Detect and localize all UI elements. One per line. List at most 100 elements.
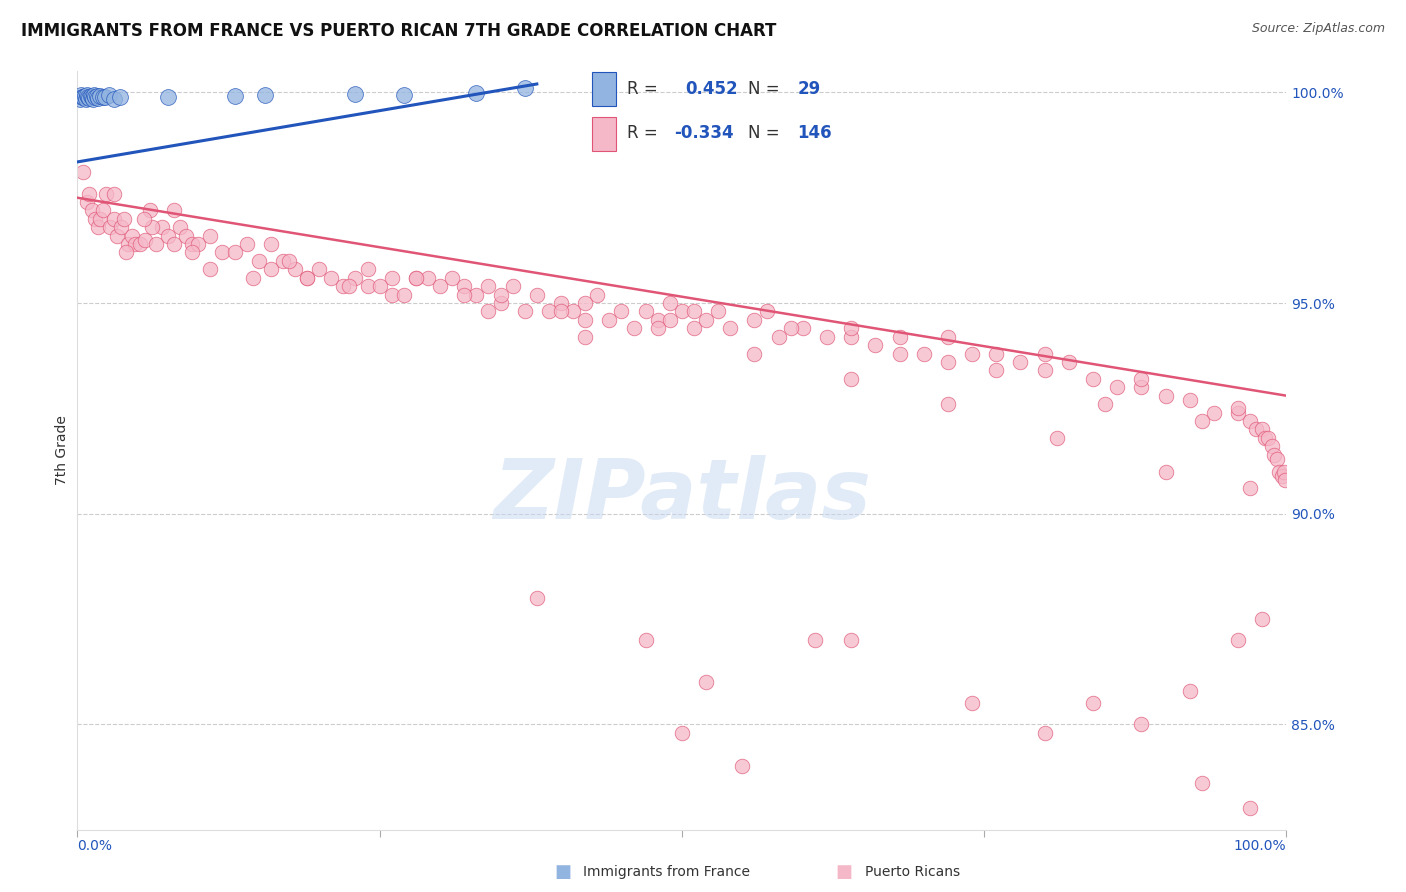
Point bbox=[200, 262, 222, 277]
Point bbox=[1251, 612, 1274, 626]
Point bbox=[1178, 392, 1201, 407]
Point bbox=[416, 270, 439, 285]
Text: N =: N = bbox=[748, 124, 785, 142]
Point bbox=[97, 88, 120, 103]
Point bbox=[839, 372, 862, 386]
Point bbox=[598, 313, 620, 327]
Point bbox=[1178, 683, 1201, 698]
Y-axis label: 7th Grade: 7th Grade bbox=[55, 416, 69, 485]
Point bbox=[804, 633, 827, 648]
Point bbox=[381, 287, 404, 301]
Point bbox=[110, 220, 132, 235]
Point bbox=[815, 330, 838, 344]
Point bbox=[83, 88, 105, 103]
Point bbox=[839, 321, 862, 335]
Text: 0.452: 0.452 bbox=[685, 80, 738, 98]
Point bbox=[695, 675, 717, 690]
Point bbox=[465, 287, 488, 301]
Point bbox=[647, 313, 669, 327]
Point bbox=[211, 245, 233, 260]
Point bbox=[141, 220, 163, 235]
Point bbox=[70, 89, 93, 103]
Point bbox=[89, 88, 111, 103]
Point bbox=[634, 633, 657, 648]
Text: N =: N = bbox=[748, 80, 785, 98]
Point bbox=[634, 304, 657, 318]
Point bbox=[1263, 448, 1285, 462]
Point bbox=[76, 194, 98, 209]
Point bbox=[1272, 465, 1295, 479]
Point bbox=[145, 237, 167, 252]
Point bbox=[96, 186, 118, 201]
Point bbox=[537, 304, 560, 318]
Point bbox=[453, 279, 475, 293]
Point bbox=[1191, 414, 1213, 428]
Point bbox=[91, 90, 114, 104]
Point bbox=[98, 220, 121, 235]
Point bbox=[181, 245, 204, 260]
Point bbox=[174, 228, 197, 243]
Point bbox=[889, 346, 911, 360]
Point bbox=[129, 237, 152, 252]
Bar bbox=[592, 118, 616, 151]
Point bbox=[1268, 465, 1291, 479]
Point bbox=[936, 330, 959, 344]
Point bbox=[671, 304, 693, 318]
Point bbox=[356, 262, 378, 277]
Point bbox=[295, 270, 318, 285]
Point bbox=[114, 211, 136, 226]
Point bbox=[960, 696, 983, 710]
Point bbox=[169, 220, 191, 235]
Text: 0.0%: 0.0% bbox=[77, 838, 112, 853]
Point bbox=[707, 304, 730, 318]
Point bbox=[260, 262, 283, 277]
Point bbox=[695, 313, 717, 327]
Point bbox=[260, 237, 283, 252]
Point bbox=[163, 203, 186, 218]
Point bbox=[477, 304, 499, 318]
Text: R =: R = bbox=[627, 124, 664, 142]
Point bbox=[1191, 776, 1213, 790]
Text: IMMIGRANTS FROM FRANCE VS PUERTO RICAN 7TH GRADE CORRELATION CHART: IMMIGRANTS FROM FRANCE VS PUERTO RICAN 7… bbox=[21, 22, 776, 40]
Point bbox=[1033, 725, 1056, 739]
Point bbox=[513, 304, 536, 318]
Point bbox=[224, 245, 246, 260]
Point bbox=[87, 220, 110, 235]
Point bbox=[356, 279, 378, 293]
Text: R =: R = bbox=[627, 80, 664, 98]
Point bbox=[308, 262, 330, 277]
Point bbox=[242, 270, 264, 285]
Point bbox=[1239, 414, 1261, 428]
Point bbox=[489, 287, 512, 301]
Point bbox=[1154, 465, 1177, 479]
Point bbox=[392, 87, 415, 102]
Point bbox=[1274, 473, 1296, 487]
Point bbox=[731, 759, 754, 773]
Point bbox=[1033, 346, 1056, 360]
Point bbox=[1010, 355, 1032, 369]
Point bbox=[1261, 439, 1284, 453]
Point bbox=[936, 397, 959, 411]
Point bbox=[574, 330, 596, 344]
Point bbox=[75, 92, 97, 106]
Point bbox=[441, 270, 464, 285]
Point bbox=[912, 346, 935, 360]
Point bbox=[526, 287, 548, 301]
Point bbox=[187, 237, 209, 252]
Point bbox=[332, 279, 354, 293]
Point bbox=[1239, 801, 1261, 815]
Point bbox=[91, 203, 114, 218]
Text: 29: 29 bbox=[797, 80, 821, 98]
Point bbox=[1130, 380, 1153, 394]
Point bbox=[134, 233, 156, 247]
Text: -0.334: -0.334 bbox=[673, 124, 734, 142]
Point bbox=[344, 87, 367, 101]
Point bbox=[792, 321, 814, 335]
Point bbox=[1202, 406, 1225, 420]
Point bbox=[69, 92, 91, 106]
Point bbox=[80, 90, 103, 104]
Point bbox=[381, 270, 404, 285]
Point bbox=[658, 296, 681, 310]
Point bbox=[295, 270, 318, 285]
Point bbox=[271, 254, 294, 268]
